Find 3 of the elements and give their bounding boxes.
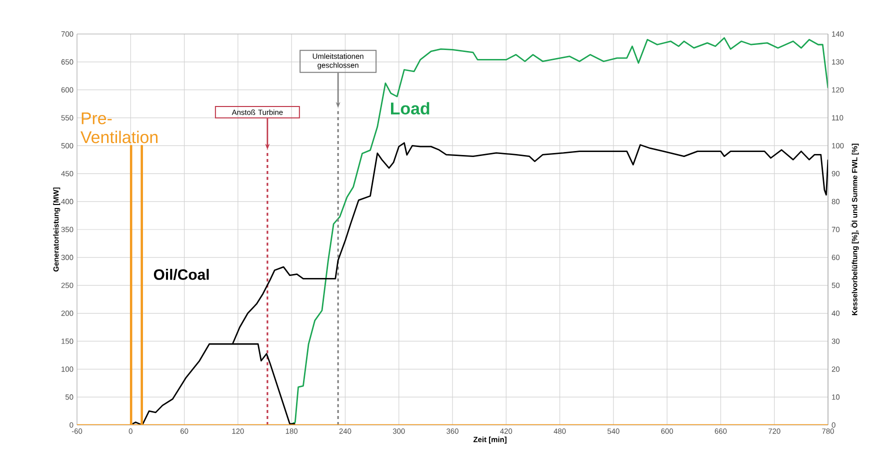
text: Oil/Coal xyxy=(154,268,209,280)
series-label: Pre-Ventilation xyxy=(80,112,158,144)
series-label: Load xyxy=(391,102,430,115)
